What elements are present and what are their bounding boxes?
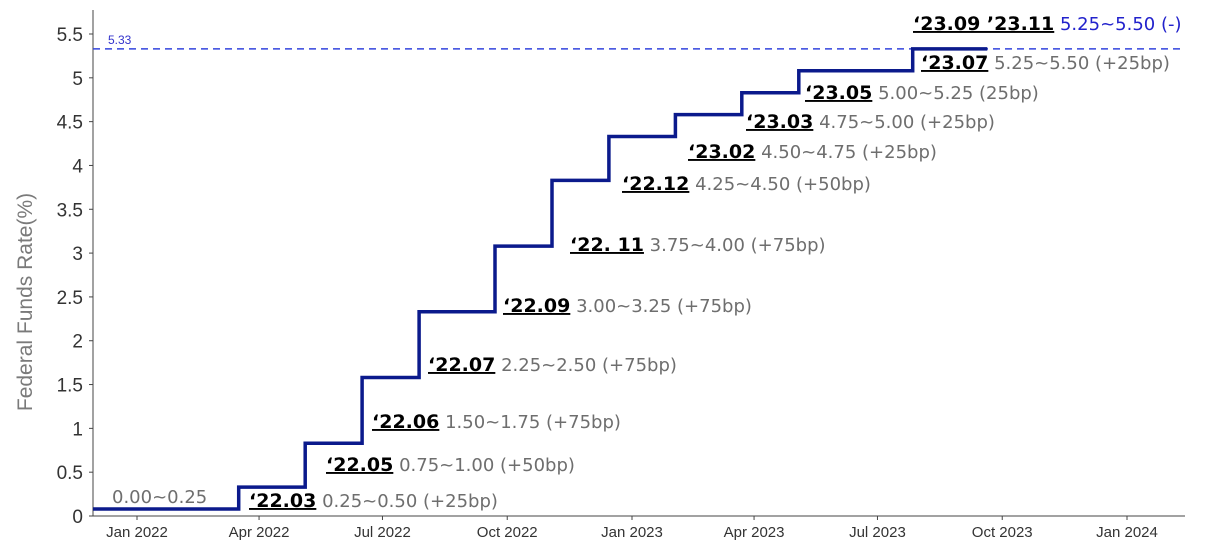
y-axis-label: Federal Funds Rate(%)	[14, 193, 37, 411]
annotation: ‘22.05 0.75~1.00 (+50bp)	[326, 454, 575, 476]
annotation-date: ‘22.06	[372, 411, 439, 433]
annotation: ‘22.07 2.25~2.50 (+75bp)	[428, 354, 677, 376]
annotation-date: ‘22.07	[428, 354, 495, 376]
annotation-rate: 4.50~4.75 (+25bp)	[761, 142, 937, 163]
annotation-date: ‘22.12	[622, 173, 689, 195]
y-tick-label: 3	[72, 244, 83, 265]
x-ticks: Jan 2022 Apr 2022 Jul 2022 Oct 2022 Jan 2023…	[106, 516, 1158, 541]
x-tick-label: Oct 2023	[972, 524, 1033, 541]
y-tick-label: 3.5	[57, 200, 83, 221]
y-tick-label: 0.5	[57, 463, 83, 484]
annotation-rate: 5.25~5.50 (+25bp)	[994, 53, 1170, 74]
y-tick-label: 5.5	[57, 25, 83, 46]
annotation: ‘23.09 ’23.11 5.25~5.50 (-)	[913, 13, 1181, 35]
annotation-rate: 0.75~1.00 (+50bp)	[399, 455, 575, 476]
y-tick-label: 2	[72, 332, 83, 353]
x-tick-label: Apr 2023	[724, 524, 785, 541]
annotation-date: ‘23.03	[746, 111, 813, 133]
annotation: ‘23.05 5.00~5.25 (25bp)	[805, 82, 1039, 104]
annotation-date: ‘23.05	[805, 82, 872, 104]
y-tick-label: 1.5	[57, 376, 83, 397]
y-tick-label: 4.5	[57, 113, 83, 134]
annotation-rate: 0.25~0.50 (+25bp)	[322, 491, 498, 512]
annotation-rate: 2.25~2.50 (+75bp)	[501, 355, 677, 376]
annotations: 0.00~0.25 ‘22.03 0.25~0.50 (+25bp) ‘22.05 …	[112, 13, 1181, 512]
annotation-date: ‘23.02	[688, 141, 755, 163]
annotation: ‘23.03 4.75~5.00 (+25bp)	[746, 111, 995, 133]
x-tick-label: Jan 2023	[601, 524, 663, 541]
annotation-date: ‘22. 11	[570, 234, 644, 256]
x-tick-label: Jul 2022	[354, 524, 411, 541]
annotation-date: ‘22.09	[503, 295, 570, 317]
y-tick-label: 5	[72, 69, 83, 90]
axes	[92, 10, 1185, 517]
annotation-rate: 3.00~3.25 (+75bp)	[576, 296, 752, 317]
annotation: ‘22.09 3.00~3.25 (+75bp)	[503, 295, 752, 317]
annotation-rate: 5.25~5.50 (-)	[1060, 14, 1182, 35]
series-line	[93, 47, 988, 511]
x-tick-label: Jan 2022	[106, 524, 168, 541]
annotation-rate: 0.00~0.25	[112, 487, 207, 508]
annotation: ‘22. 11 3.75~4.00 (+75bp)	[570, 234, 826, 256]
y-ticks: 0 0.5 1 1.5 2 2.5 3 3.5 4 4.5 5 5.5	[57, 25, 93, 528]
x-tick-label: Apr 2022	[229, 524, 290, 541]
annotation: ‘22.12 4.25~4.50 (+50bp)	[622, 173, 871, 195]
y-tick-label: 0	[72, 507, 83, 528]
reference-line-group: 5.33	[93, 33, 1185, 50]
reference-line-label: 5.33	[108, 33, 132, 47]
annotation-rate: 5.00~5.25 (25bp)	[878, 83, 1039, 104]
x-tick-label: Jul 2023	[849, 524, 906, 541]
series-group	[93, 47, 988, 511]
annotation-date: ‘23.09 ’23.11	[913, 13, 1054, 35]
annotation-rate: 4.75~5.00 (+25bp)	[819, 112, 995, 133]
annotation: ‘22.06 1.50~1.75 (+75bp)	[372, 411, 621, 433]
annotation-date: ‘22.03	[249, 490, 316, 512]
y-tick-label: 1	[72, 419, 83, 440]
annotation-date: ‘23.07	[921, 52, 988, 74]
annotation: ‘23.07 5.25~5.50 (+25bp)	[921, 52, 1170, 74]
annotation: 0.00~0.25	[112, 487, 207, 508]
annotation-rate: 1.50~1.75 (+75bp)	[445, 412, 621, 433]
annotation: ‘23.02 4.50~4.75 (+25bp)	[688, 141, 937, 163]
annotation-rate: 3.75~4.00 (+75bp)	[650, 235, 826, 256]
annotation: ‘22.03 0.25~0.50 (+25bp)	[249, 490, 498, 512]
annotation-rate: 4.25~4.50 (+50bp)	[695, 174, 871, 195]
y-tick-label: 2.5	[57, 288, 83, 309]
x-tick-label: Jan 2024	[1096, 524, 1158, 541]
y-tick-label: 4	[72, 156, 83, 177]
annotation-date: ‘22.05	[326, 454, 393, 476]
x-tick-label: Oct 2022	[477, 524, 538, 541]
